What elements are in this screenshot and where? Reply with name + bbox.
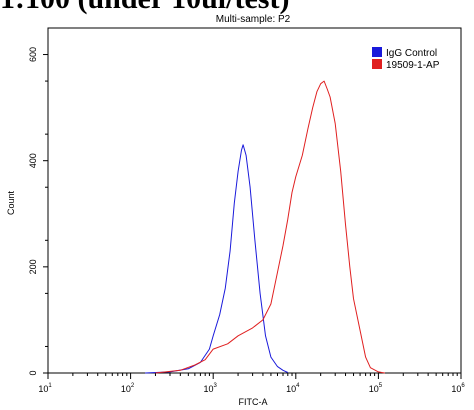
cropped-header-text: 1:100 (under 10ul/test) — [0, 0, 474, 14]
x-tick-label: 102 — [121, 383, 135, 394]
x-tick-base: 10 — [451, 384, 461, 394]
chart-title: Multi-sample: P2 — [216, 14, 291, 25]
x-tick-label: 103 — [204, 383, 218, 394]
plot-frame — [47, 27, 462, 374]
series-line-igg-control — [145, 144, 289, 374]
x-tick-base: 10 — [204, 384, 214, 394]
y-axis: 0 200 400 600 — [28, 47, 48, 376]
x-tick-exponent: 5 — [379, 383, 383, 389]
x-tick-exponent: 2 — [131, 383, 135, 389]
y-tick-label: 600 — [28, 47, 38, 62]
x-tick-exponent: 4 — [296, 383, 300, 389]
x-tick-base: 10 — [286, 384, 296, 394]
series-line-19509-1-ap — [155, 80, 385, 374]
y-tick-label: 200 — [28, 259, 38, 274]
y-tick-label: 400 — [28, 153, 38, 168]
series-layer — [145, 80, 385, 374]
x-tick-exponent: 3 — [214, 383, 218, 389]
x-tick-exponent: 6 — [461, 383, 465, 389]
legend-label: 19509-1-AP — [386, 60, 440, 71]
x-axis: 101 102 103 104 105 106 — [38, 373, 465, 394]
x-tick-label: 104 — [286, 383, 300, 394]
legend-swatch — [372, 59, 382, 69]
x-tick-exponent: 1 — [48, 383, 52, 389]
x-tick-base: 10 — [38, 384, 48, 394]
y-tick-label: 0 — [28, 370, 38, 375]
x-axis-label: FITC-A — [239, 397, 268, 407]
x-tick-base: 10 — [121, 384, 131, 394]
x-tick-label: 105 — [369, 383, 383, 394]
legend-swatch — [372, 47, 382, 57]
y-axis-label: Count — [6, 191, 16, 216]
x-tick-base: 10 — [369, 384, 379, 394]
legend-label: IgG Control — [386, 48, 437, 59]
x-tick-label: 106 — [451, 383, 465, 394]
x-tick-label: 101 — [38, 383, 52, 394]
